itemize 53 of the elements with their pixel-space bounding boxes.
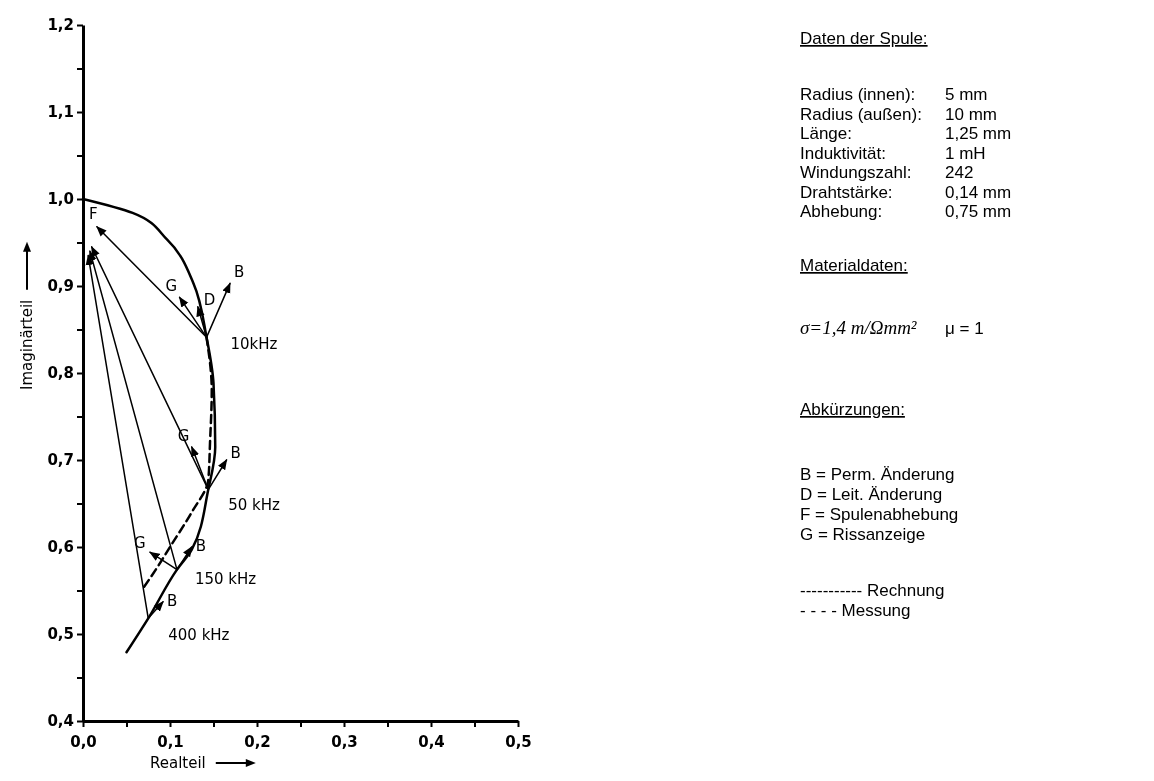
text: ----------- Rechnung xyxy=(800,581,945,600)
text: G = Rissanzeige xyxy=(800,525,926,544)
text: - - - - Messung xyxy=(800,601,911,620)
annotation: 150 kHz xyxy=(194,569,257,588)
text: Daten der Spule: xyxy=(800,29,928,48)
text: 1,25 mm xyxy=(945,124,1012,143)
text: F = Spulenabhebung xyxy=(800,505,959,524)
annotation: B xyxy=(167,591,178,610)
annotation: B xyxy=(234,263,245,282)
y-tick-label: 1,0 xyxy=(47,190,74,209)
text: 242 xyxy=(945,163,974,182)
text: B = Perm. Änderung xyxy=(800,465,955,484)
annotation: 400 kHz xyxy=(168,626,230,645)
x-tick-label: 0,1 xyxy=(157,732,184,751)
annotation: 10kHz xyxy=(230,335,278,354)
annotation: B xyxy=(230,444,241,462)
x-tick-label: 0,5 xyxy=(505,732,532,751)
text: 0,75 mm xyxy=(945,202,1012,221)
text: σ=1,4 m/Ωmm² xyxy=(800,317,917,338)
x-tick-label: 0,2 xyxy=(244,732,271,751)
y-tick-label: 0,5 xyxy=(47,625,74,644)
text: μ = 1 xyxy=(945,319,984,338)
y-tick-label: 0,4 xyxy=(47,712,74,731)
text: Drahtstärke: xyxy=(800,182,893,202)
text: Abkürzungen: xyxy=(800,400,905,419)
text: 1 mH xyxy=(945,143,986,163)
annotation: F xyxy=(88,204,98,223)
text: Induktivität: xyxy=(800,143,886,163)
x-tick-label: 0,0 xyxy=(70,732,97,751)
text: Abhebung: xyxy=(800,202,883,221)
text: Länge: xyxy=(800,124,852,143)
y-tick-label: 0,8 xyxy=(47,364,74,383)
y-tick-label: 0,7 xyxy=(47,451,74,470)
text: Radius (außen): xyxy=(800,104,922,124)
y-tick-label: 0,9 xyxy=(47,277,74,296)
text: 5 mm xyxy=(945,85,988,104)
text: Radius (innen): xyxy=(800,85,916,104)
annotation: G xyxy=(165,277,178,296)
text: D = Leit. Änderung xyxy=(800,485,943,504)
y-tick-label: 1,2 xyxy=(47,16,74,35)
text: 10 mm xyxy=(945,104,997,124)
x-axis-title: Realteil xyxy=(150,754,206,772)
x-tick-label: 0,3 xyxy=(331,732,358,751)
text: Windungszahl: xyxy=(800,163,912,182)
y-tick-label: 1,1 xyxy=(47,103,74,122)
annotation: B xyxy=(195,537,207,555)
text: Materialdaten: xyxy=(800,256,908,275)
annotation: 50 kHz xyxy=(228,495,281,514)
text: 0,14 mm xyxy=(945,182,1012,202)
x-tick-label: 0,4 xyxy=(418,732,445,751)
y-tick-label: 0,6 xyxy=(47,538,74,557)
annotation: D xyxy=(203,290,216,309)
y-axis-title: Imaginärteil xyxy=(18,299,36,390)
